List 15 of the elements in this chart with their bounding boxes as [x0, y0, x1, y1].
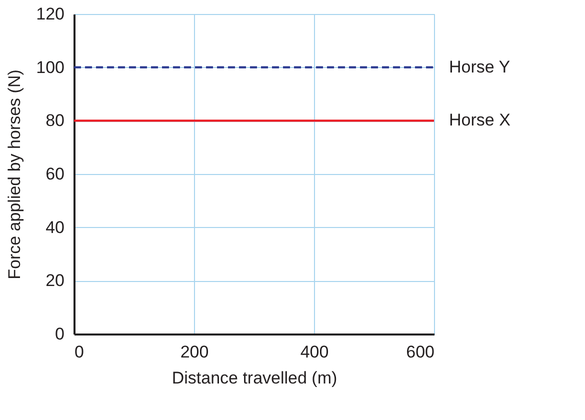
y-tick-label: 100 — [36, 58, 64, 77]
x-tick-label: 600 — [406, 342, 434, 362]
y-tick-label: 40 — [46, 218, 64, 237]
x-tick-label: 400 — [300, 342, 329, 362]
y-tick-label: 120 — [36, 4, 64, 24]
y-tick-label: 60 — [46, 164, 64, 184]
series-label: Horse X — [449, 110, 510, 130]
x-tick-label: 200 — [180, 342, 209, 362]
y-axis-title: Force applied by horses (N) — [5, 70, 24, 280]
x-axis-title: Distance travelled (m) — [172, 368, 338, 388]
series-label: Horse Y — [449, 57, 510, 76]
x-tick-label: 0 — [74, 342, 84, 362]
y-tick-label: 20 — [46, 271, 64, 290]
y-tick-label: 80 — [46, 111, 64, 130]
y-tick-label: 0 — [55, 324, 64, 344]
